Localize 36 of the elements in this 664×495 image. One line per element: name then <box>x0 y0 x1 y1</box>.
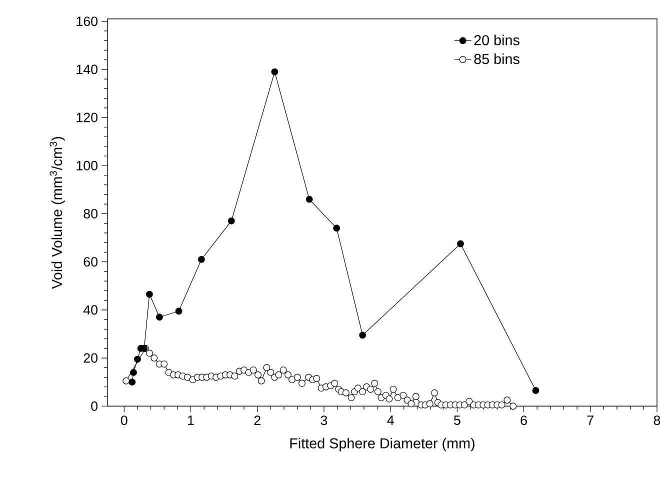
y-tick-label: 80 <box>84 209 98 219</box>
x-tick-label: 8 <box>654 416 660 426</box>
point <box>146 290 153 298</box>
x-tick-label: 1 <box>188 416 194 425</box>
y-tick-label: 160 <box>76 16 98 26</box>
point <box>130 369 137 376</box>
y-axis-title: Void Volume (mm$^{3}$/cm$^{3}$) <box>50 137 65 290</box>
y-tick-label: 120 <box>76 112 98 122</box>
point <box>156 314 163 321</box>
x-tick-label: 0 <box>120 416 128 426</box>
x-tick-label: 2 <box>254 416 260 426</box>
x-tick-label: 5 <box>454 416 460 426</box>
y-tick-label: 140 <box>76 64 98 74</box>
y-tick-label: 100 <box>76 161 98 170</box>
x-tick-label: 4 <box>387 416 394 425</box>
x-tick-label: 7 <box>587 416 594 425</box>
point <box>333 224 340 232</box>
point <box>198 256 205 264</box>
legend-label: 85 bins <box>474 54 520 64</box>
x-axis-title: Fitted Sphere Diameter (mm) <box>290 438 474 452</box>
y-tick-label: 0 <box>91 402 98 411</box>
point <box>457 240 464 248</box>
legend-label: 20 bins <box>474 34 520 46</box>
point <box>306 196 313 203</box>
y-tick-label: 40 <box>83 305 98 315</box>
point <box>134 356 141 363</box>
x-tick-label: 3 <box>320 416 328 426</box>
point <box>128 378 136 386</box>
y-tick-label: 20 <box>84 353 98 363</box>
point <box>175 308 182 315</box>
point <box>359 332 366 339</box>
y-tick-label: 60 <box>84 257 98 267</box>
point <box>228 218 235 225</box>
point <box>271 68 278 76</box>
x-tick-label: 6 <box>520 416 527 426</box>
point <box>532 387 540 394</box>
